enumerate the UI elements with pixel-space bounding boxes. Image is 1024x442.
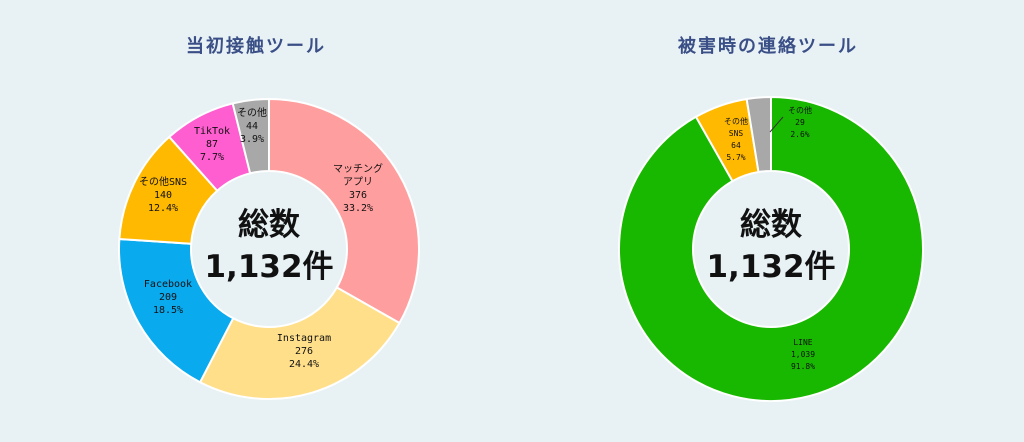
chart-title: 被害時の連絡ツール — [678, 36, 858, 57]
chart-panel-contact-during-damage: 被害時の連絡ツール LINE 1,039 91.8% その他 SNS 64 5.7% その他 2… — [512, 0, 1024, 442]
chart-title: 当初接触ツール — [186, 36, 326, 57]
data-label: その他SNS 140 12.4% — [139, 175, 187, 214]
center-total-label: 総数 1,132件 — [706, 207, 835, 285]
data-label: その他 44 3.9% — [237, 106, 267, 145]
data-label: その他 29 2.6% — [788, 105, 812, 139]
data-label: マッチングアプリ 376 33.2% — [333, 162, 383, 214]
slice-1 — [618, 95, 924, 402]
chart-panel-initial-contact: 当初接触ツール マッチングアプリ 376 33.2% Instagram 276 24.4… — [118, 36, 420, 400]
leader-line — [769, 116, 784, 133]
data-label: Facebook 209 18.5% — [144, 279, 192, 316]
donut-chart-contact-during-damage: LINE 1,039 91.8% その他 SNS 64 5.7% その他 29 2.6% 総数 1,1… — [618, 95, 924, 402]
data-label: LINE 1,039 91.8% — [791, 338, 815, 371]
slice-1 — [268, 97, 420, 325]
slice-6 — [231, 97, 270, 175]
slice-3 — [118, 237, 235, 384]
donut-chart-initial-contact: マッチングアプリ 376 33.2% Instagram 276 24.4% Faceboo… — [118, 97, 420, 400]
center-total-label: 総数 1,132件 — [204, 207, 333, 285]
slice-3 — [745, 95, 772, 174]
data-label: その他 SNS 64 5.7% — [724, 116, 748, 162]
slice-2 — [198, 286, 401, 400]
data-label: TikTok 87 7.7% — [194, 126, 230, 163]
data-label: Instagram 276 24.4% — [277, 333, 331, 370]
